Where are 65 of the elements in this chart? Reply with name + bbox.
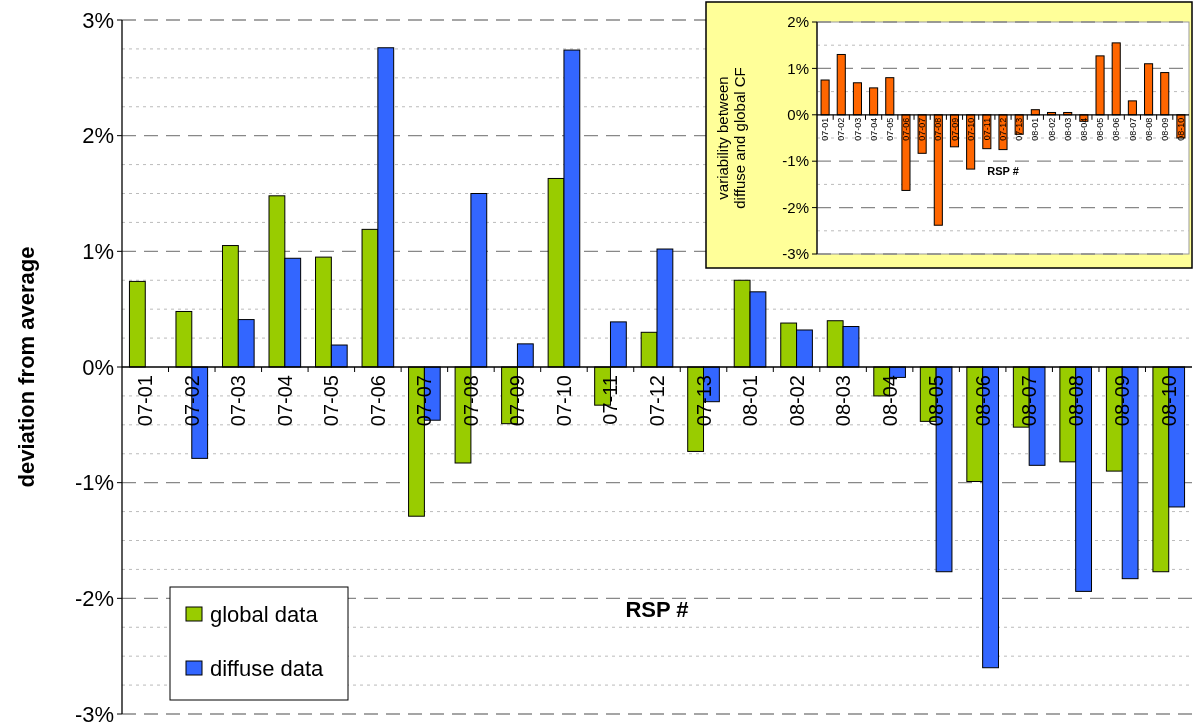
y-tick-label: -1% [74,470,114,496]
y-tick-label: 1% [787,59,809,77]
legend-label: diffuse data [210,655,325,681]
x-tick-label: 07-05 [884,117,895,141]
y-tick-label: -3% [782,245,809,263]
y-tick-label: 0% [82,354,114,380]
x-tick-label: 08-06 [1111,117,1122,141]
x-tick-label: 07-13 [692,375,715,427]
x-tick-label: 08-05 [925,375,948,427]
x-tick-label: 08-02 [785,375,808,427]
x-tick-label: 07-10 [965,117,976,141]
x-tick-label: 08-06 [971,375,994,427]
x-tick-label: 08-02 [1046,117,1057,141]
x-tick-label: 08-03 [832,375,855,427]
x-tick-label: 07-02 [836,117,847,141]
x-tick-label: 07-03 [852,117,863,141]
y-tick-label: 2% [82,123,114,149]
y-tick-label: -2% [74,586,114,612]
x-tick-label: 07-01 [820,117,831,141]
x-tick-label: 08-10 [1157,375,1180,427]
x-tick-label: 08-05 [1095,117,1106,141]
x-tick-label: 07-09 [949,117,960,141]
x-tick-label: 07-13 [1014,117,1025,141]
x-tick-label: 07-11 [599,375,622,425]
x-tick-label: 08-03 [1062,117,1073,141]
x-tick-label: 07-12 [998,117,1009,141]
x-tick-label: 07-08 [459,375,482,427]
x-axis-title: RSP # [987,165,1019,178]
x-tick-label: 07-09 [506,375,529,427]
y-axis-title: deviation from average [13,246,39,488]
x-tick-label: 08-09 [1159,117,1170,141]
x-tick-label: 07-01 [134,375,157,427]
x-tick-label: 07-12 [646,375,668,427]
x-tick-label: 07-06 [901,117,912,141]
x-tick-label: 07-04 [868,117,879,141]
x-tick-label: 08-01 [739,375,762,427]
x-tick-label: 08-07 [1127,117,1138,141]
x-tick-label: 07-10 [552,375,575,427]
x-tick-label: 07-07 [413,375,436,427]
y-tick-label: 0% [787,106,809,124]
x-tick-label: 08-08 [1064,375,1087,427]
x-tick-label: 08-09 [1111,375,1134,427]
x-tick-label: 07-06 [366,375,389,427]
x-tick-label: 08-08 [1143,117,1154,141]
x-tick-label: 08-04 [878,375,901,427]
y-tick-label: 3% [82,7,114,33]
y-tick-label: 2% [787,13,809,31]
x-tick-label: 07-11 [981,117,992,141]
x-tick-label: 07-03 [227,375,250,427]
y-axis-title: variability between diffuse and global CF [713,67,748,209]
x-tick-label: 08-01 [1030,117,1041,141]
x-tick-label: 07-04 [273,375,296,427]
x-tick-label: 07-08 [933,117,944,141]
x-axis-title: RSP # [625,596,689,622]
y-tick-label: -2% [782,198,809,216]
x-tick-label: 08-07 [1018,375,1041,427]
y-tick-label: 1% [82,239,114,265]
x-tick-label: 07-02 [180,375,203,427]
legend-label: global data [210,601,319,627]
y-tick-label: -1% [782,152,809,170]
x-tick-label: 08-04 [1079,117,1090,141]
x-tick-label: 08-10 [1176,117,1187,141]
y-tick-label: -3% [74,701,114,726]
x-tick-label: 07-07 [917,117,928,141]
x-tick-label: 07-05 [320,375,343,427]
